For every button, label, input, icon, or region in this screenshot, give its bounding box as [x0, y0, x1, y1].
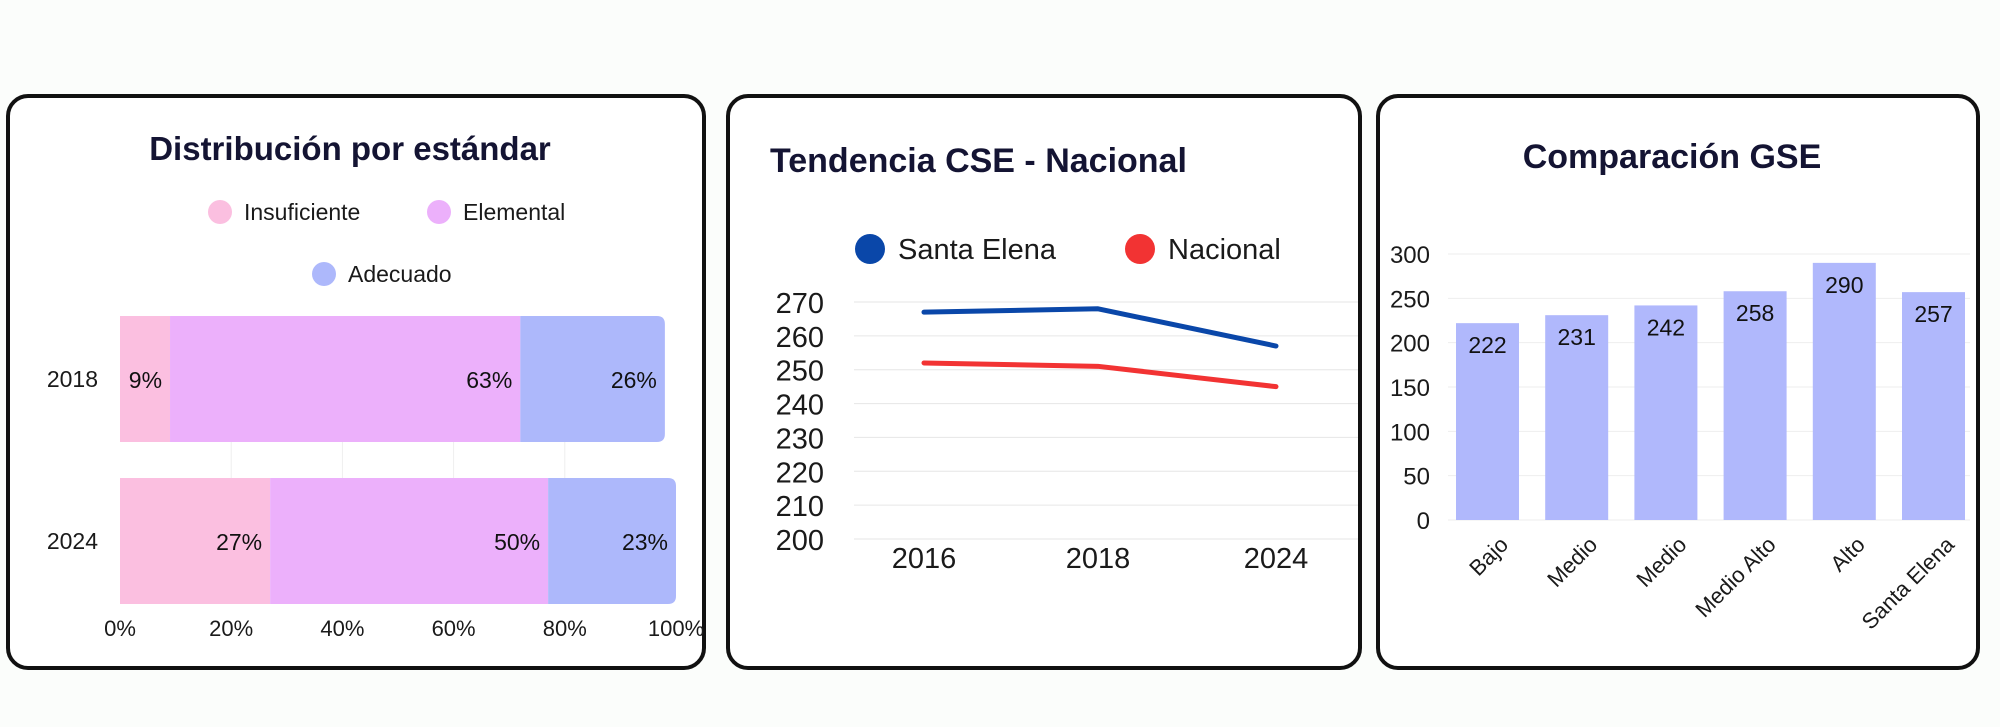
y-tick-label: 220 — [776, 457, 824, 489]
legend-marker-insuficiente — [208, 200, 232, 224]
data-label-elemental-2024: 50% — [494, 529, 540, 555]
legend-label-elemental: Elemental — [463, 199, 565, 225]
category-label-2018: 2018 — [47, 366, 98, 392]
x-tick-label-2018: 2018 — [1066, 543, 1131, 575]
x-tick-label: 20% — [209, 616, 253, 641]
legend-label-adecuado: Adecuado — [348, 261, 452, 287]
data-label-adecuado-2024: 23% — [622, 529, 668, 555]
distribution-chart: Distribución por estándar Insuficiente Ele… — [47, 130, 704, 641]
trend-chart: Tendencia CSE - Nacional Santa Elena Nacio… — [770, 142, 1358, 575]
series-line-nacional — [921, 360, 1279, 390]
x-tick-label-medio-alto-3: Medio Alto — [1690, 532, 1780, 622]
legend-marker-santa-elena — [855, 234, 885, 264]
data-label-0: 222 — [1468, 332, 1506, 358]
x-tick-label: 0% — [104, 616, 136, 641]
bar-segment-elemental-2024 — [270, 478, 549, 604]
gse-comparison-chart-card: Comparación GSE 0 50 100 150 200 250 300 222 Bajo… — [1376, 94, 1980, 670]
y-tick-label: 200 — [776, 525, 824, 557]
y-tick-label: 300 — [1390, 242, 1430, 269]
y-tick-label: 240 — [776, 390, 824, 422]
bar-santa-elena-5 — [1902, 292, 1965, 520]
y-tick-label: 50 — [1403, 464, 1430, 491]
x-tick-label: 80% — [543, 616, 587, 641]
data-label-adecuado-2018: 26% — [611, 367, 657, 393]
y-tick-label: 260 — [776, 322, 824, 354]
y-tick-label: 200 — [1390, 331, 1430, 358]
y-tick-label: 230 — [776, 423, 824, 455]
bar-segment-adecuado-2018 — [520, 316, 665, 442]
trend-chart-card: Tendencia CSE - Nacional Santa Elena Nacio… — [726, 94, 1362, 670]
bar-medio-1 — [1545, 315, 1609, 520]
legend-marker-elemental — [427, 200, 451, 224]
x-tick-label: 40% — [320, 616, 364, 641]
x-tick-label: 100% — [648, 616, 704, 641]
legend-label-nacional: Nacional — [1168, 234, 1281, 266]
data-label-insuficiente-2018: 9% — [129, 367, 162, 393]
y-tick-label: 210 — [776, 491, 824, 523]
data-label-2: 242 — [1647, 314, 1685, 340]
bar-segment-insuficiente-2024 — [120, 478, 271, 604]
x-tick-label: 60% — [432, 616, 476, 641]
bar-medio-2 — [1634, 305, 1698, 520]
legend-label-insuficiente: Insuficiente — [244, 199, 360, 225]
x-tick-label-bajo-0: Bajo — [1464, 532, 1513, 581]
x-tick-label-2024: 2024 — [1244, 543, 1309, 575]
x-tick-label-medio-2: Medio — [1631, 532, 1691, 592]
x-tick-label-2016: 2016 — [892, 543, 957, 575]
data-label-5: 257 — [1914, 301, 1952, 327]
x-tick-label-santa-elena-5: Santa Elena — [1857, 531, 1960, 634]
y-tick-label: 100 — [1390, 419, 1430, 446]
bar-segment-adecuado-2024 — [548, 478, 676, 604]
legend-label-santa-elena: Santa Elena — [898, 234, 1057, 266]
chart-title: Tendencia CSE - Nacional — [770, 142, 1187, 180]
y-tick-label: 250 — [776, 356, 824, 388]
bar-bajo-0 — [1456, 323, 1519, 520]
series-line-santa-elena — [921, 306, 1279, 349]
x-tick-label-alto-4: Alto — [1825, 532, 1869, 576]
y-tick-label: 0 — [1417, 508, 1430, 535]
bar-segment-elemental-2018 — [170, 316, 521, 442]
bar-medio-alto-3 — [1723, 291, 1787, 520]
x-tick-label-medio-1: Medio — [1542, 532, 1602, 592]
y-tick-label: 270 — [776, 288, 824, 320]
y-tick-label: 250 — [1390, 286, 1430, 313]
data-label-4: 290 — [1825, 272, 1863, 298]
distribution-chart-card: Distribución por estándar Insuficiente Ele… — [6, 94, 706, 670]
chart-title: Distribución por estándar — [149, 130, 551, 167]
data-label-insuficiente-2024: 27% — [216, 529, 262, 555]
bar-alto-4 — [1812, 262, 1876, 520]
data-label-elemental-2018: 63% — [466, 367, 512, 393]
data-label-1: 231 — [1558, 324, 1596, 350]
bar-segment-insuficiente-2018 — [120, 316, 171, 442]
y-tick-label: 150 — [1390, 375, 1430, 402]
legend-marker-adecuado — [312, 262, 336, 286]
legend-marker-nacional — [1125, 234, 1155, 264]
gse-comparison-chart: Comparación GSE 0 50 100 150 200 250 300 222 Bajo… — [1390, 138, 1970, 634]
data-label-3: 258 — [1736, 300, 1774, 326]
chart-title: Comparación GSE — [1523, 138, 1822, 176]
category-label-2024: 2024 — [47, 528, 98, 554]
